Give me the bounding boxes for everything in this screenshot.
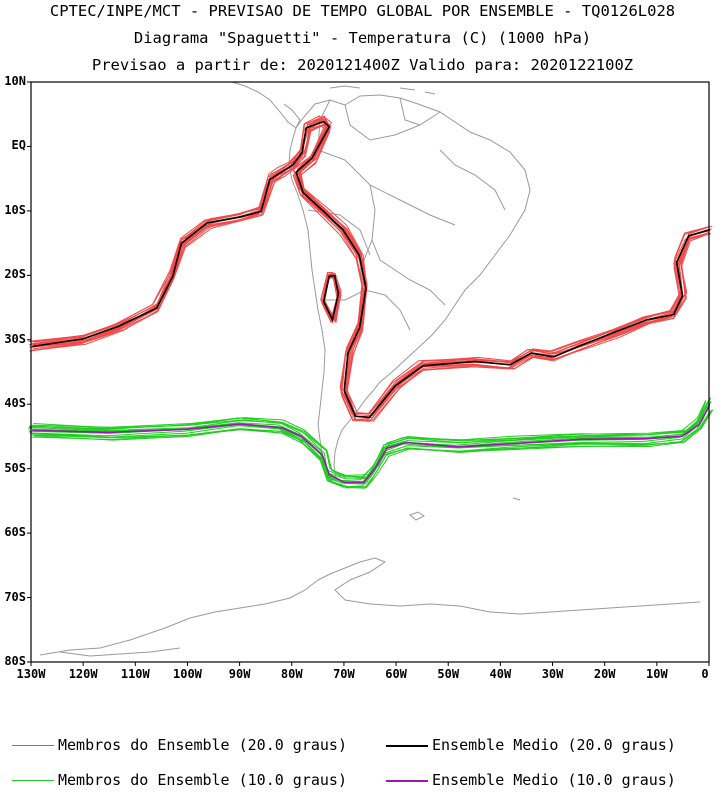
member-10-contour (30, 399, 710, 479)
lon-label: 60W (385, 667, 407, 681)
lat-label: 10S (4, 202, 26, 217)
lon-label: 80W (280, 667, 303, 681)
legend-swatch-members-20 (12, 745, 54, 746)
legend-members-20: Membros do Ensemble (20.0 graus) (12, 736, 347, 754)
lon-label: 110W (120, 667, 150, 681)
lon-label: 20W (593, 667, 616, 681)
lon-label: 120W (68, 667, 98, 681)
title-line-1: CPTEC/INPE/MCT - PREVISAO DE TEMPO GLOBA… (49, 2, 676, 20)
lon-label: 50W (437, 667, 460, 681)
legend-mean-10: Ensemble Medio (10.0 graus) (386, 771, 676, 789)
member-10-contour (34, 409, 714, 488)
legend-swatch-mean-10 (386, 779, 428, 782)
lat-label: 20S (4, 267, 26, 282)
title-line-2: Diagrama "Spaguetti" - Temperatura (C) (… (133, 29, 592, 47)
mean-10-contour (32, 404, 711, 484)
member-20-island-contour (322, 272, 342, 320)
legend-label-mean-20: Ensemble Medio (20.0 graus) (432, 736, 676, 754)
lat-label: 30S (4, 331, 26, 346)
lon-label: 40W (489, 667, 512, 681)
member-10-contour (30, 406, 710, 485)
legend-label-mean-10: Ensemble Medio (10.0 graus) (432, 771, 676, 789)
lon-label: 100W (173, 667, 202, 681)
lat-label: 50S (4, 460, 26, 475)
legend-swatch-members-10 (12, 780, 54, 781)
mean-20-island-line (322, 274, 340, 323)
lat-label: 60S (4, 525, 26, 540)
lon-label: 30W (541, 667, 564, 681)
legend-members-10: Membros do Ensemble (10.0 graus) (12, 771, 347, 789)
lon-label: 90W (228, 667, 251, 681)
member-10-contour (28, 399, 707, 478)
lat-label: 40S (4, 396, 26, 411)
map-frame (30, 81, 710, 663)
mean-10-line (32, 404, 711, 484)
lon-label: 130W (16, 667, 46, 681)
axis-ticks (27, 81, 710, 666)
legend-label-members-10: Membros do Ensemble (10.0 graus) (58, 771, 347, 789)
legend-label-members-20: Membros do Ensemble (20.0 graus) (58, 736, 347, 754)
member-10-contour (32, 409, 712, 489)
lat-label: 80S (4, 654, 26, 668)
lon-label: 0 (701, 667, 709, 681)
legend-swatch-mean-20 (386, 744, 428, 747)
lon-label: 10W (646, 667, 668, 681)
member-20-contour (29, 124, 708, 422)
lat-label: 10N (4, 74, 26, 88)
lon-label: 70W (333, 667, 355, 681)
legend-mean-20: Ensemble Medio (20.0 graus) (386, 736, 676, 754)
lat-label: 70S (4, 589, 26, 604)
mean-20-line (32, 120, 711, 419)
member-20-contour (33, 116, 713, 415)
lat-label: EQ (11, 138, 26, 153)
title-line-3: Previsao a partir de: 2020121400Z Valido… (91, 56, 634, 74)
mean-20-contour (32, 120, 711, 419)
